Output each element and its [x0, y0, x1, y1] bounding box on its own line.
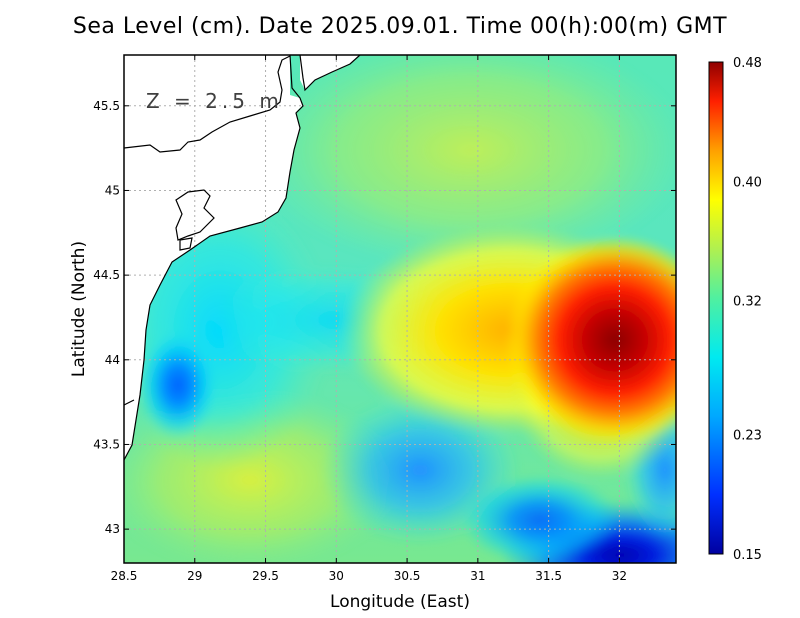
colorbar: 0.48 0.40 0.32 0.23 0.15: [708, 56, 762, 563]
y-tick-label: 44: [105, 353, 120, 367]
coastline-northeast: [299, 54, 361, 92]
lagoon-north: [123, 55, 291, 153]
western-low: [138, 330, 218, 440]
y-tick-label: 44.5: [93, 268, 120, 282]
colorbar-tick-label: 0.40: [733, 175, 762, 190]
y-tick-labels: 43 43.5 44 44.5 45 45.5: [93, 99, 120, 536]
x-tick-label: 30.5: [394, 569, 421, 583]
coast-southwest: [123, 399, 135, 406]
y-axis-title: Latitude (North): [69, 241, 89, 377]
colorbar-tick-label: 0.32: [733, 295, 762, 310]
coastline: [123, 54, 361, 461]
colorbar-tick-label: 0.15: [733, 548, 762, 563]
colorbar-tick-label: 0.23: [733, 429, 762, 444]
x-axis-title: Longitude (East): [330, 592, 470, 612]
x-tick-label: 31.5: [535, 569, 562, 583]
x-tick-label: 32: [612, 569, 627, 583]
x-tick-label: 30: [329, 569, 344, 583]
colorbar-tick-label: 0.48: [733, 56, 762, 71]
y-tick-label: 45: [105, 183, 120, 197]
heatmap-field: [124, 55, 676, 563]
y-tick-label: 45.5: [93, 99, 120, 113]
grid-lines: [124, 55, 676, 563]
x-tick-label: 29: [187, 569, 202, 583]
land-mask-west: [124, 55, 303, 460]
depth-annotation: Z = 2.5 m: [146, 89, 283, 113]
main-high: [505, 235, 676, 445]
x-tick-label: 28.5: [111, 569, 138, 583]
x-tick-label: 31: [470, 569, 485, 583]
coastline-west: [123, 54, 304, 461]
x-tick-label: 29.5: [252, 569, 279, 583]
lagoon-small: [179, 237, 193, 251]
plot-frame: [123, 54, 677, 564]
southeast-blue-band: [460, 475, 620, 563]
colorbar-gradient: [708, 61, 724, 555]
chart-title: Sea Level (cm). Date 2025.09.01. Time 00…: [72, 14, 728, 39]
north-green-area: [250, 55, 676, 270]
y-tick-label: 43.5: [93, 437, 120, 451]
y-tick-label: 43: [105, 522, 120, 536]
colorbar-labels: 0.48 0.40 0.32 0.23 0.15: [733, 56, 762, 563]
x-tick-labels: 28.5 29 29.5 30 30.5 31 31.5 32: [111, 569, 627, 583]
lagoon-middle: [175, 189, 215, 241]
axis-ticks: [123, 55, 676, 563]
